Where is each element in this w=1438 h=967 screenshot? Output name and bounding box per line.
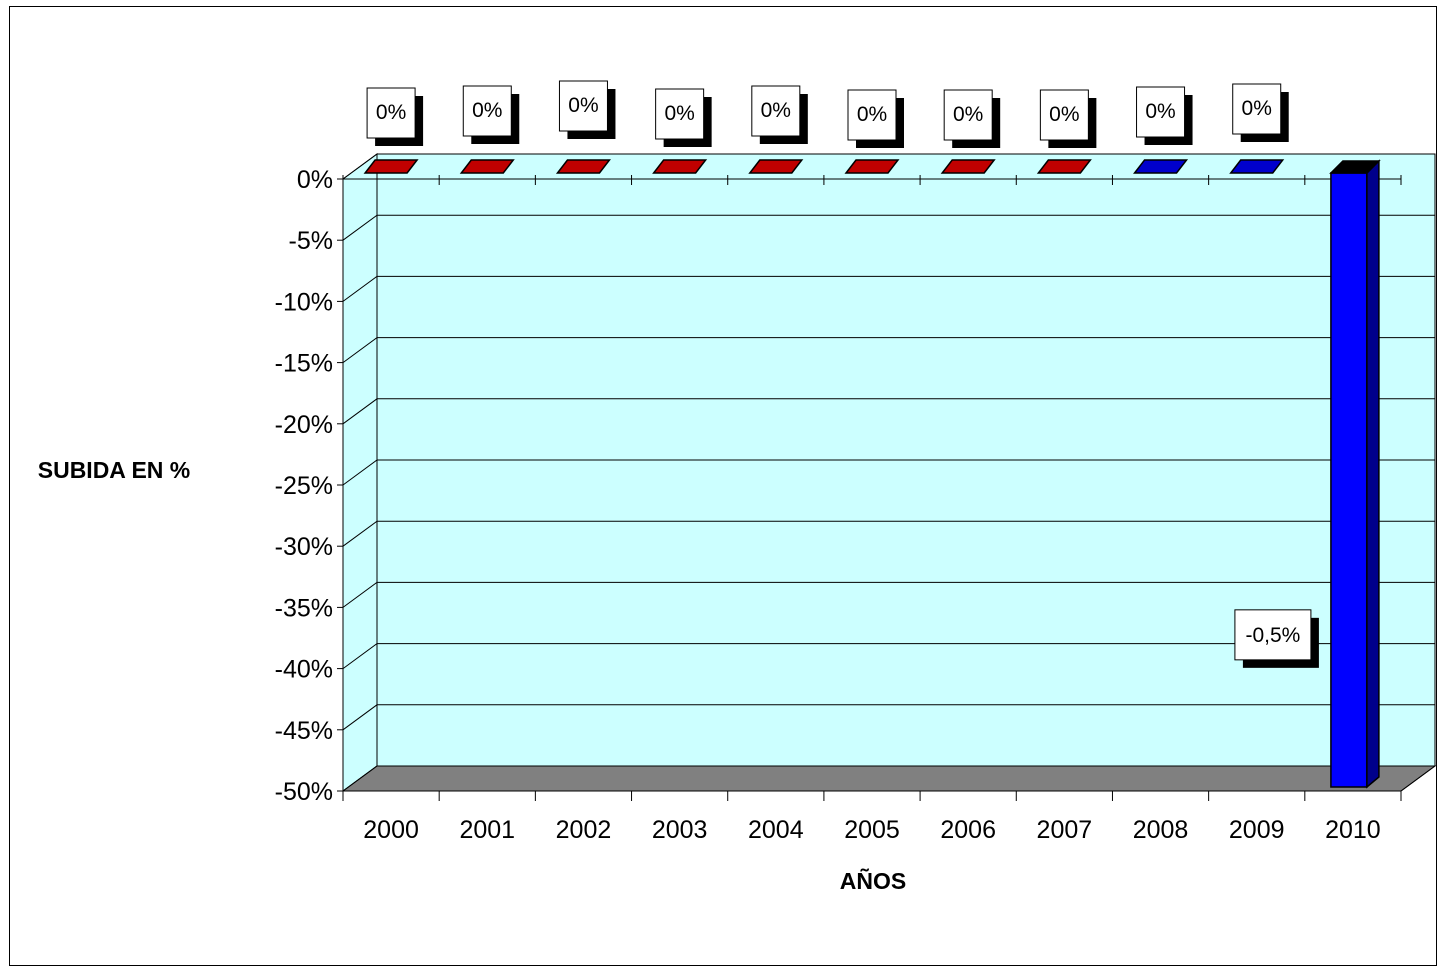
- y-tick-label: -25%: [275, 472, 333, 500]
- bar: [1229, 159, 1285, 174]
- floor: [341, 765, 1437, 792]
- data-label: 0%: [1145, 100, 1175, 123]
- label-box: [751, 85, 801, 137]
- label-box: [1232, 83, 1282, 135]
- data-label: 0%: [664, 102, 694, 125]
- label-box: [558, 80, 608, 132]
- bar: [363, 159, 419, 174]
- data-label: 0%: [568, 94, 598, 117]
- x-tick-label: 2010: [1325, 816, 1381, 844]
- y-tick-label: -35%: [275, 594, 333, 622]
- bar: [652, 159, 708, 174]
- data-label: 0%: [1049, 103, 1079, 126]
- gridline: [342, 643, 1435, 670]
- gridline: [342, 214, 1435, 241]
- x-tick-label: 2007: [1037, 816, 1093, 844]
- x-tick-label: 2009: [1229, 816, 1285, 844]
- data-label: 0%: [953, 103, 983, 126]
- gridline: [342, 765, 1435, 792]
- gridline: [342, 398, 1435, 425]
- data-label: 0%: [376, 101, 406, 124]
- x-tick-label: 2006: [940, 816, 996, 844]
- bar: [1133, 159, 1189, 174]
- bar: [844, 159, 900, 174]
- gridline: [342, 337, 1435, 364]
- bar: [459, 159, 515, 174]
- label-box: [1039, 89, 1089, 141]
- gridline: [342, 459, 1435, 486]
- y-tick-label: -10%: [275, 288, 333, 316]
- data-label: 0%: [472, 99, 502, 122]
- y-axis-title: SUBIDA EN %: [38, 457, 191, 483]
- bar: [555, 159, 611, 174]
- bar: [940, 159, 996, 174]
- chart-frame: 0% 0% 0% 0% 0% 0% 0% 0% 0% 0% -0,5% 0% -5% -10% -15% -…: [9, 6, 1437, 966]
- bar-side: [1366, 159, 1380, 789]
- x-tick-label: 2005: [844, 816, 900, 844]
- x-tick-label: 2000: [363, 816, 419, 844]
- bar: [1330, 172, 1368, 788]
- floor-edge: [1400, 765, 1436, 792]
- gridline: [342, 275, 1435, 302]
- y-tick-label: 0%: [297, 166, 333, 194]
- gridlines: [342, 153, 1435, 792]
- tick-labels: 0% -5% -10% -15% -20% -25% -30% -35% -40% -45% -50…: [275, 166, 1381, 844]
- bar: [1036, 159, 1092, 174]
- label-box: [943, 89, 993, 141]
- axes: [337, 175, 1436, 801]
- plot-wall: [341, 153, 1437, 792]
- data-label: 0%: [857, 103, 887, 126]
- gridline: [342, 704, 1435, 731]
- bar: [748, 159, 804, 174]
- y-tick-label: -40%: [275, 656, 333, 684]
- x-tick-label: 2001: [459, 816, 515, 844]
- y-tick-label: -45%: [275, 717, 333, 745]
- label-box: [655, 88, 705, 140]
- bars: [363, 159, 1381, 789]
- x-axis-title: AÑOS: [840, 867, 906, 894]
- bar-top: [1329, 160, 1381, 174]
- y-tick-label: -30%: [275, 533, 333, 561]
- gridline: [342, 520, 1435, 547]
- y-tick-label: -5%: [289, 227, 333, 255]
- x-tick-label: 2003: [652, 816, 708, 844]
- y-tick-label: -50%: [275, 778, 333, 806]
- label-box: [366, 87, 416, 139]
- label-box: [1136, 86, 1186, 138]
- label-box: [1234, 609, 1312, 661]
- label-box: [847, 89, 897, 141]
- data-label: 0%: [1242, 97, 1272, 120]
- data-labels: 0% 0% 0% 0% 0% 0% 0% 0% 0% 0% -0,5%: [366, 80, 1319, 668]
- bar-chart: 0% 0% 0% 0% 0% 0% 0% 0% 0% 0% -0,5% 0% -5% -10% -15% -…: [38, 80, 1437, 894]
- data-label: -0,5%: [1245, 624, 1300, 647]
- y-tick-label: -15%: [275, 350, 333, 378]
- y-tick-label: -20%: [275, 411, 333, 439]
- label-box: [462, 85, 512, 137]
- x-tick-label: 2002: [556, 816, 612, 844]
- gridline: [342, 581, 1435, 608]
- x-tick-label: 2004: [748, 816, 804, 844]
- gridline: [342, 153, 1435, 180]
- x-tick-label: 2008: [1133, 816, 1189, 844]
- data-label: 0%: [761, 99, 791, 122]
